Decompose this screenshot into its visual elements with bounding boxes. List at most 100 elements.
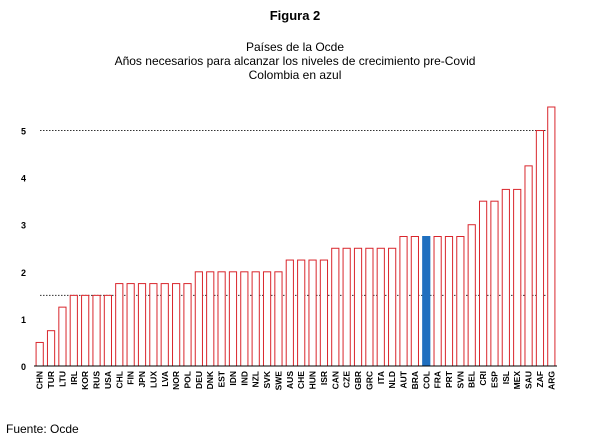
x-tick-label-svn: SVN — [455, 371, 465, 388]
bar-idn — [228, 271, 238, 367]
x-tick-label-sau: SAU — [524, 371, 534, 389]
bar-che — [297, 259, 306, 367]
bar-ind — [240, 271, 249, 367]
x-tick-label-hun: HUN — [308, 371, 318, 389]
x-tick-label-isl: ISL — [501, 371, 511, 384]
bar-prt — [444, 236, 454, 367]
x-tick-label-dnk: DNK — [205, 370, 215, 389]
x-tick-label-bra: BRA — [410, 371, 420, 389]
chart-title-block: Países de la Ocde Años necesarios para a… — [0, 40, 590, 82]
bar-kor — [81, 294, 90, 367]
x-tick-label-nor: NOR — [171, 371, 181, 390]
bar-lva — [160, 283, 169, 367]
y-tick-label: 5 — [21, 127, 26, 137]
x-tick-label-ita: ITA — [376, 371, 386, 384]
x-tick-label-gbr: GBR — [353, 371, 363, 390]
x-tick-label-nzl: NZL — [251, 371, 261, 388]
x-tick-label-col: COL — [421, 371, 431, 389]
bar-svk — [262, 271, 272, 367]
bar-jpn — [137, 283, 147, 367]
bar-bra — [410, 236, 419, 367]
chart-note: Colombia en azul — [248, 68, 342, 82]
chart-title: Países de la Ocde — [245, 40, 345, 54]
bar-est — [217, 271, 226, 367]
bar-fin — [126, 283, 135, 367]
bar-esp — [490, 200, 499, 367]
x-tick-label-jpn: JPN — [137, 371, 147, 388]
x-tick-label-arg: ARG — [546, 371, 556, 390]
bar-sau — [524, 165, 533, 367]
bar-swe — [274, 271, 283, 367]
bar-lux — [149, 283, 158, 367]
bar-dnk — [206, 271, 215, 367]
bar-can — [331, 247, 340, 367]
x-tick-label-can: CAN — [330, 371, 340, 389]
bar-arg — [547, 106, 556, 367]
bar-pol — [183, 283, 192, 367]
x-tick-label-fin: FIN — [126, 371, 136, 385]
bar-aus — [285, 259, 294, 367]
bar-svn — [456, 236, 465, 367]
x-tick-label-aut: AUT — [399, 370, 409, 388]
x-tick-label-cri: CRI — [478, 371, 488, 386]
x-tick-label-lux: LUX — [148, 371, 158, 388]
bar-isl — [501, 188, 510, 367]
y-tick-label: 1 — [21, 315, 26, 325]
x-tick-label-idn: IDN — [228, 371, 238, 386]
x-tick-label-pol: POL — [182, 371, 192, 388]
x-tick-label-che: CHE — [296, 371, 306, 389]
x-tick-label-usa: USA — [103, 371, 113, 389]
bar-nzl — [251, 271, 260, 367]
bar-cze — [342, 247, 351, 367]
bar-gbr — [353, 247, 363, 367]
y-tick-label: 3 — [21, 221, 26, 231]
bar-nld — [388, 247, 397, 367]
x-tick-label-kor: KOR — [80, 371, 90, 390]
y-tick-label: 4 — [21, 174, 26, 184]
bar-fra — [433, 236, 442, 367]
x-tick-label-zaf: ZAF — [535, 371, 545, 388]
bar-chl — [115, 283, 124, 367]
bar-usa — [103, 294, 113, 367]
bar-tur — [46, 330, 56, 367]
y-tick-label: 0 — [21, 362, 26, 372]
figure-label: Figura 2 — [269, 8, 321, 23]
bar-irl — [69, 294, 78, 367]
x-tick-label-nld: NLD — [387, 371, 397, 388]
bar-hun — [308, 259, 317, 367]
bar-ita — [376, 247, 385, 367]
chart-subtitle: Años necesarios para alcanzar los nivele… — [114, 54, 476, 68]
bar-rus — [92, 294, 101, 367]
bar-zaf — [535, 130, 545, 367]
x-tick-label-grc: GRC — [364, 371, 374, 390]
x-tick-label-est: EST — [217, 370, 227, 387]
x-tick-label-cze: CZE — [342, 371, 352, 388]
x-tick-label-ltu: LTU — [57, 371, 67, 387]
x-tick-label-ind: IND — [239, 371, 249, 386]
bar-deu — [194, 271, 203, 367]
bar-aut — [399, 236, 408, 367]
x-tick-label-esp: ESP — [489, 371, 499, 388]
bar-cri — [478, 200, 488, 367]
bar-ltu — [58, 306, 67, 367]
bar-mex — [513, 188, 522, 367]
bar-bel — [467, 224, 476, 367]
x-tick-label-mex: MEX — [512, 371, 522, 390]
x-tick-label-irl: IRL — [69, 371, 79, 385]
source-note: Fuente: Ocde — [6, 422, 79, 436]
x-tick-label-deu: DEU — [194, 371, 204, 389]
x-tick-label-rus: RUS — [92, 371, 102, 389]
x-tick-label-lva: LVA — [160, 371, 170, 387]
bar-nor — [172, 283, 181, 367]
x-tick-label-chn: CHN — [35, 371, 45, 389]
bar-chn — [35, 341, 44, 367]
x-tick-label-isr: ISR — [319, 371, 329, 385]
x-tick-label-swe: SWE — [273, 371, 283, 391]
x-tick-label-fra: FRA — [433, 371, 443, 388]
bar-grc — [365, 247, 374, 367]
x-tick-label-prt: PRT — [444, 370, 454, 388]
y-tick-label: 2 — [21, 268, 26, 278]
bar-isr — [319, 259, 329, 367]
x-tick-label-bel: BEL — [467, 371, 477, 388]
